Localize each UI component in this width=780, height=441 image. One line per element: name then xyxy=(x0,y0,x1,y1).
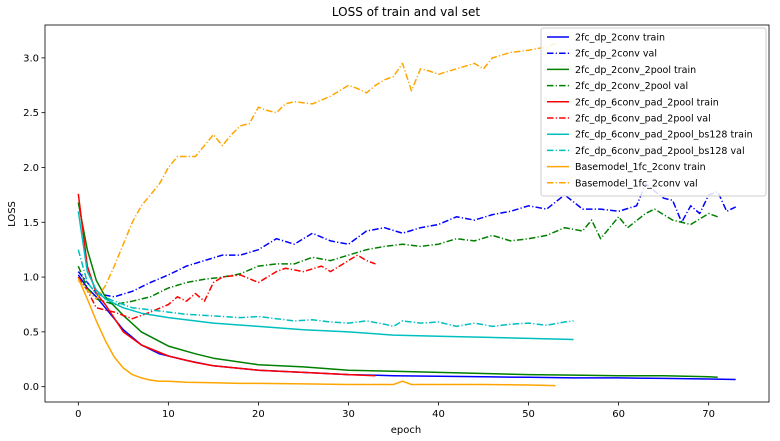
plot-area xyxy=(77,42,737,387)
x-tick-label: 60 xyxy=(612,409,625,420)
legend-label-2: 2fc_dp_2conv val xyxy=(575,49,657,60)
legend-box xyxy=(540,27,767,197)
series-line-6 xyxy=(77,254,376,320)
y-tick-label: 3.0 xyxy=(23,53,39,64)
series-line-1 xyxy=(77,274,736,381)
legend-label-4: 2fc_dp_2conv_2pool val xyxy=(575,81,688,92)
y-axis-label: LOSS xyxy=(7,201,18,227)
legend-label-6: 2fc_dp_6conv_pad_2pool val xyxy=(575,114,711,125)
series-line-10 xyxy=(77,42,556,300)
legend-label-8: 2fc_dp_6conv_pad_2pool_bs128 val xyxy=(575,146,745,157)
y-tick-label: 2.0 xyxy=(23,163,39,174)
legend-label-9: Basemodel_1fc_2conv train xyxy=(575,162,706,173)
series-line-2 xyxy=(77,183,737,298)
series-line-7 xyxy=(77,211,574,341)
x-tick-label: 70 xyxy=(702,409,715,420)
x-tick-label: 10 xyxy=(162,409,175,420)
x-axis-label: epoch xyxy=(391,425,421,436)
y-tick-label: 1.0 xyxy=(23,273,39,284)
series-line-5 xyxy=(77,193,376,377)
legend-label-1: 2fc_dp_2conv train xyxy=(575,33,665,44)
x-tick-label: 50 xyxy=(522,409,535,420)
series-line-9 xyxy=(77,277,556,387)
axes: 0 10 20 30 40 50 60 70 0.0 0.5 1.0 1.5 2.0 2.5 3.0 xyxy=(23,24,770,420)
y-tick-label: 0.5 xyxy=(23,327,39,338)
legend-label-3: 2fc_dp_2conv_2pool train xyxy=(575,65,696,76)
legend-label-10: Basemodel_1fc_2conv val xyxy=(575,178,698,189)
series-line-8 xyxy=(77,249,574,328)
chart-title: LOSS of train and val set xyxy=(332,5,481,19)
x-tick-label: 40 xyxy=(432,409,445,420)
x-tick-label: 20 xyxy=(252,409,265,420)
plot-frame xyxy=(44,24,770,403)
x-tick-label: 30 xyxy=(342,409,355,420)
y-tick-label: 2.5 xyxy=(23,108,39,119)
series-line-3 xyxy=(77,202,718,379)
legend-label-5: 2fc_dp_6conv_pad_2pool train xyxy=(575,97,719,108)
y-tick-label: 0.0 xyxy=(23,382,39,393)
x-tick-label: 0 xyxy=(75,409,81,420)
series-line-4 xyxy=(77,208,718,306)
y-tick-label: 1.5 xyxy=(23,218,39,229)
legend-label-7: 2fc_dp_6conv_pad_2pool_bs128 train xyxy=(575,130,753,141)
legend: 2fc_dp_2conv train 2fc_dp_2conv val 2fc_dp… xyxy=(540,27,767,197)
